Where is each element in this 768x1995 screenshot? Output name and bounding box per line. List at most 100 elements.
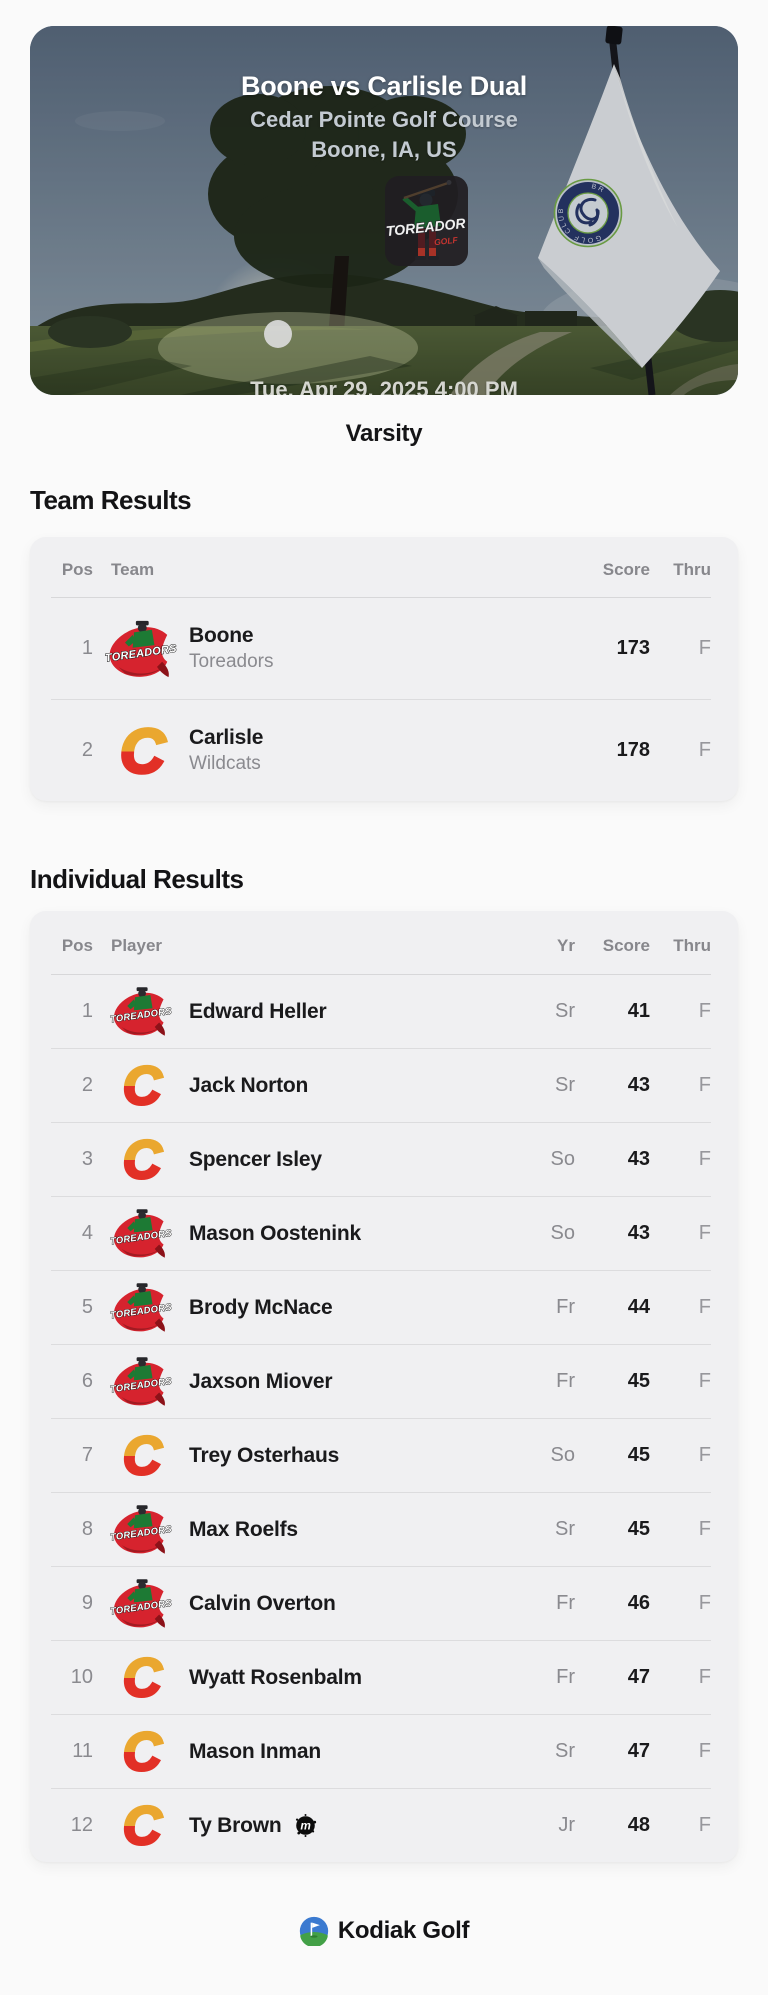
player-score: 43 xyxy=(627,1222,650,1244)
individual-table-header: Pos Player Yr Score Thru xyxy=(51,911,711,975)
player-score: 46 xyxy=(627,1592,650,1614)
player-thru: F xyxy=(698,1000,711,1022)
event-logo-badge xyxy=(385,176,468,266)
event-title: Boone vs Carlisle Dual xyxy=(241,71,527,101)
event-course: Cedar Pointe Golf Course xyxy=(250,107,518,132)
player-team-logo xyxy=(93,1428,189,1483)
player-result-row[interactable]: 6 Jaxson Miover Fr 45 F xyxy=(51,1345,711,1419)
player-year: Fr xyxy=(556,1592,575,1614)
player-position: 5 xyxy=(81,1296,93,1318)
player-team-logo xyxy=(93,1354,189,1409)
team-score: 173 xyxy=(616,637,650,659)
team-table-header: Pos Team Score Thru xyxy=(51,537,711,598)
player-team-logo xyxy=(93,1724,189,1779)
player-year: Fr xyxy=(556,1370,575,1392)
player-year: Sr xyxy=(555,1740,575,1762)
player-position: 11 xyxy=(72,1740,93,1762)
player-position: 7 xyxy=(81,1444,93,1466)
player-thru: F xyxy=(698,1222,711,1244)
team-result-row[interactable]: 2 Carlisle Wildcats 178 F xyxy=(51,700,711,801)
player-position: 6 xyxy=(81,1370,93,1392)
individual-results-table: Pos Player Yr Score Thru 1 Edward Heller… xyxy=(30,911,738,1862)
player-name: Calvin Overton xyxy=(189,1591,336,1615)
player-thru: F xyxy=(698,1444,711,1466)
team-thru: F xyxy=(698,739,711,761)
player-result-row[interactable]: 11 Mason Inman Sr 47 F xyxy=(51,1715,711,1789)
player-result-row[interactable]: 5 Brody McNace Fr 44 F xyxy=(51,1271,711,1345)
player-position: 4 xyxy=(81,1222,93,1244)
team-mascot: Toreadors xyxy=(189,651,274,672)
player-result-row[interactable]: 4 Mason Oostenink So 43 F xyxy=(51,1197,711,1271)
player-name: Jack Norton xyxy=(189,1073,309,1097)
team-logo xyxy=(93,617,189,681)
player-score: 48 xyxy=(627,1814,650,1836)
player-team-logo xyxy=(93,1132,189,1187)
player-team-logo xyxy=(93,1650,189,1705)
team-thru: F xyxy=(698,637,711,659)
player-name: Max Roelfs xyxy=(189,1517,298,1541)
player-score: 45 xyxy=(627,1444,650,1466)
player-result-row[interactable]: 8 Max Roelfs Sr 45 F xyxy=(51,1493,711,1567)
player-thru: F xyxy=(698,1370,711,1392)
player-year: So xyxy=(550,1148,575,1170)
event-datetime: Tue, Apr 29, 2025 4:00 PM xyxy=(250,377,518,395)
player-score: 47 xyxy=(627,1666,650,1688)
player-result-row[interactable]: 1 Edward Heller Sr 41 F xyxy=(51,975,711,1049)
player-name: Ty Brown xyxy=(189,1813,282,1837)
player-result-row[interactable]: 10 Wyatt Rosenbalm Fr 47 F xyxy=(51,1641,711,1715)
col-score: Score xyxy=(602,935,650,955)
player-thru: F xyxy=(698,1740,711,1762)
team-result-row[interactable]: 1 Boone Toreadors 173 F xyxy=(51,598,711,700)
medalist-icon xyxy=(292,1812,319,1839)
team-logo xyxy=(93,719,189,783)
player-score: 43 xyxy=(627,1074,650,1096)
player-year: Jr xyxy=(558,1814,575,1836)
event-location: Boone, IA, US xyxy=(311,137,457,162)
svg-text:BR: BR xyxy=(591,183,607,195)
player-team-logo xyxy=(93,984,189,1039)
player-thru: F xyxy=(698,1814,711,1836)
col-player: Player xyxy=(111,935,163,955)
player-position: 12 xyxy=(70,1814,93,1836)
player-thru: F xyxy=(698,1666,711,1688)
player-name: Trey Osterhaus xyxy=(189,1443,340,1467)
team-position: 1 xyxy=(81,637,93,659)
player-score: 43 xyxy=(627,1148,650,1170)
player-position: 8 xyxy=(81,1518,93,1540)
player-year: Sr xyxy=(555,1000,575,1022)
player-result-row[interactable]: 2 Jack Norton Sr 43 F xyxy=(51,1049,711,1123)
player-score: 41 xyxy=(627,1000,650,1022)
player-year: So xyxy=(550,1222,575,1244)
col-pos: Pos xyxy=(61,560,93,579)
footer-brand-label: Kodiak Golf xyxy=(337,1917,470,1944)
player-position: 10 xyxy=(70,1666,93,1688)
player-position: 3 xyxy=(81,1148,93,1170)
player-year: So xyxy=(550,1444,575,1466)
player-name: Mason Inman xyxy=(189,1739,321,1763)
player-result-row[interactable]: 7 Trey Osterhaus So 45 F xyxy=(51,1419,711,1493)
player-year: Sr xyxy=(555,1074,575,1096)
player-name: Spencer Isley xyxy=(189,1147,322,1171)
player-year: Sr xyxy=(555,1518,575,1540)
player-name: Wyatt Rosenbalm xyxy=(189,1665,362,1689)
player-team-logo xyxy=(93,1280,189,1335)
col-team: Team xyxy=(111,560,155,579)
team-position: 2 xyxy=(81,739,93,761)
col-yr: Yr xyxy=(557,935,575,955)
golf-flag xyxy=(538,64,720,368)
player-result-row[interactable]: 3 Spencer Isley So 43 F xyxy=(51,1123,711,1197)
player-name: Edward Heller xyxy=(189,999,327,1023)
player-name: Mason Oostenink xyxy=(189,1221,362,1245)
player-result-row[interactable]: 12 Ty Brown Jr 48 F xyxy=(51,1789,711,1862)
individual-results-heading: Individual Results xyxy=(30,864,244,894)
team-mascot: Wildcats xyxy=(189,753,261,774)
player-score: 45 xyxy=(627,1370,650,1392)
kodiak-golf-branding[interactable]: Kodiak Golf xyxy=(0,1916,768,1946)
player-score: 45 xyxy=(627,1518,650,1540)
player-result-row[interactable]: 9 Calvin Overton Fr 46 F xyxy=(51,1567,711,1641)
team-name: Boone xyxy=(189,624,254,647)
player-position: 9 xyxy=(81,1592,93,1614)
event-hero-image: BR GOLF CLUB TO xyxy=(30,26,738,395)
player-score: 44 xyxy=(627,1296,650,1318)
col-pos: Pos xyxy=(61,935,93,955)
